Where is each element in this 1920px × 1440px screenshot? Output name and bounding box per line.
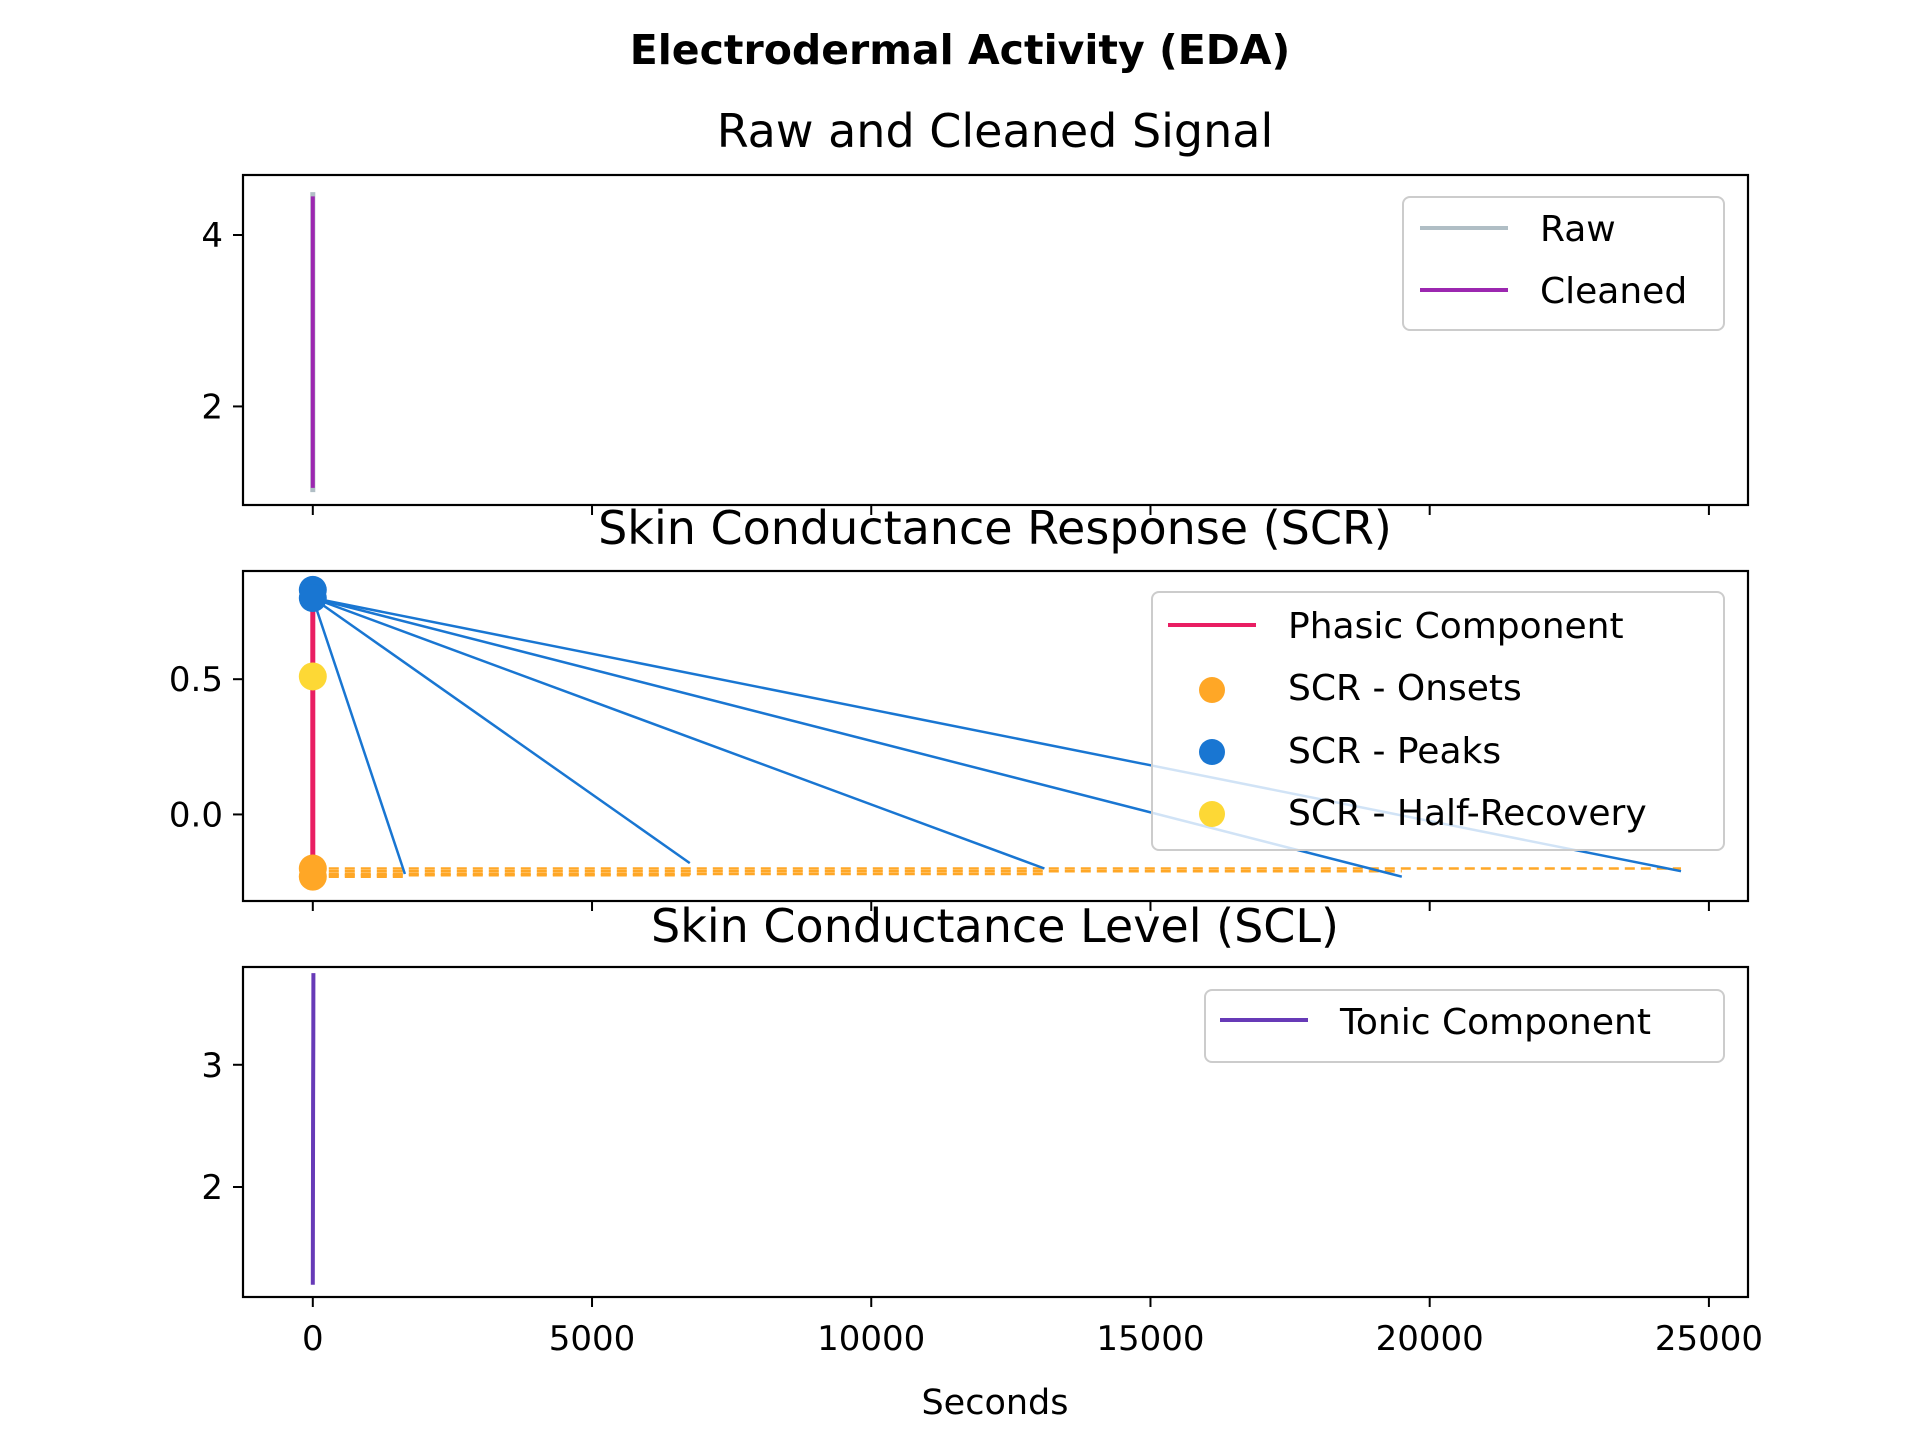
x-tick-label: 25000 <box>1655 1319 1763 1359</box>
legend-cleaned-label: Cleaned <box>1540 271 1687 312</box>
panel-3-frame <box>241 965 1750 1299</box>
legend-tonic-label: Tonic Component <box>1339 1002 1651 1043</box>
panel-2-legend: Phasic Component SCR - Onsets SCR - Peak… <box>1151 591 1725 851</box>
legend-peaks-marker <box>1199 739 1225 765</box>
y-tick-label: 0.0 <box>169 795 223 835</box>
x-tick-labels: 0 5000 10000 15000 20000 25000 <box>302 1319 1763 1359</box>
panel-scl: Skin Conductance Level (SCL) 23 Tonic Co… <box>201 899 1750 1307</box>
y-tick-label: 2 <box>201 1168 223 1208</box>
panel-raw-cleaned: Raw and Cleaned Signal 24 Raw Cleaned <box>201 104 1750 515</box>
y-tick-label: 2 <box>201 387 223 427</box>
panel-2-title: Skin Conductance Response (SCR) <box>598 501 1392 555</box>
panel-3-legend: Tonic Component <box>1204 989 1725 1063</box>
x-tick-label: 15000 <box>1096 1319 1204 1359</box>
figure-suptitle: Electrodermal Activity (EDA) <box>630 26 1291 74</box>
legend-half-recovery-label: SCR - Half-Recovery <box>1288 793 1647 834</box>
x-tick-label: 20000 <box>1376 1319 1484 1359</box>
panel-2-ticks: 0.0 0.5 <box>169 660 1710 911</box>
panel-1-ticks: 24 <box>201 216 1710 515</box>
panel-1-title: Raw and Cleaned Signal <box>717 104 1274 158</box>
legend-peaks-label: SCR - Peaks <box>1288 731 1501 772</box>
y-tick-label: 4 <box>201 216 223 256</box>
peak-marker <box>298 584 327 613</box>
series-tonic-line <box>310 973 316 1285</box>
x-tick-label: 5000 <box>549 1319 636 1359</box>
onset-marker <box>298 862 327 891</box>
peak-line <box>311 597 407 875</box>
legend-raw-label: Raw <box>1540 209 1616 250</box>
x-tick-label: 10000 <box>817 1319 925 1359</box>
y-tick-label: 3 <box>201 1046 223 1086</box>
panel-2-frame <box>241 569 1750 903</box>
x-axis-label: Seconds <box>921 1383 1068 1423</box>
legend-half-recovery-marker <box>1199 801 1225 827</box>
peak-line <box>312 596 1045 870</box>
legend-onsets-marker <box>1199 677 1225 703</box>
y-tick-label: 0.5 <box>169 660 223 700</box>
half-recovery-marker <box>298 662 327 691</box>
panel-scr: Skin Conductance Response (SCR) 0.0 0.5 P… <box>169 501 1750 911</box>
legend-phasic-label: Phasic Component <box>1288 606 1624 647</box>
x-tick-label: 0 <box>302 1319 324 1359</box>
legend-3-box <box>1204 989 1725 1063</box>
panel-3-ticks: 23 <box>201 1046 1710 1307</box>
panel-1-frame <box>241 173 1750 507</box>
panel-3-title: Skin Conductance Level (SCL) <box>651 899 1339 953</box>
legend-onsets-label: SCR - Onsets <box>1288 668 1522 709</box>
legend-1-box <box>1402 196 1725 331</box>
peak-line <box>312 596 691 865</box>
panel-3-plot-area <box>310 973 316 1285</box>
panel-1-legend: Raw Cleaned <box>1402 196 1725 331</box>
legend-2-box <box>1151 591 1725 851</box>
